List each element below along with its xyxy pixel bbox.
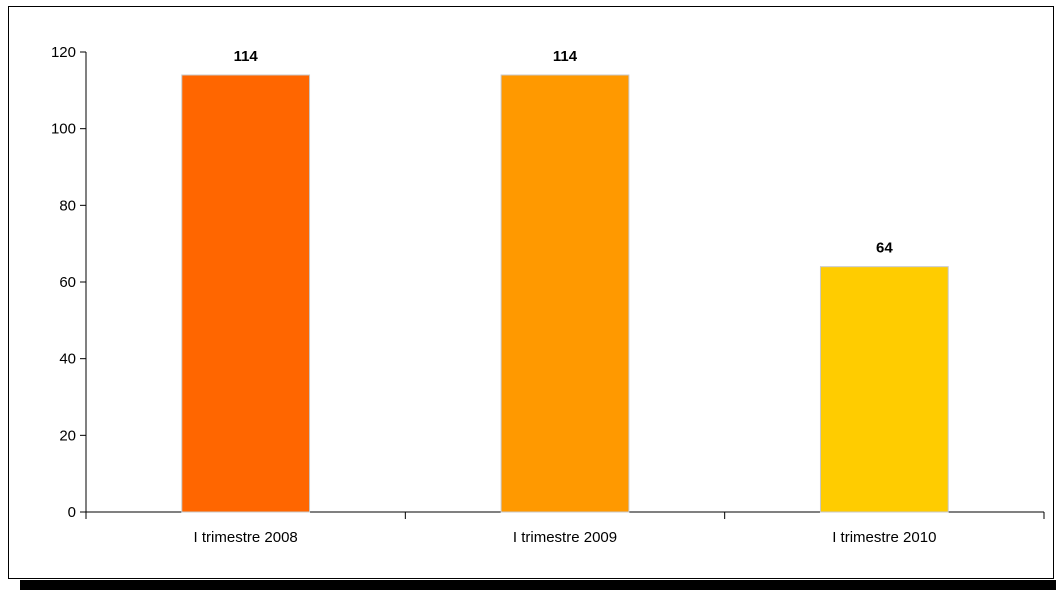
data-label: 114 xyxy=(553,48,578,65)
y-tick-label: 60 xyxy=(59,274,76,291)
bar xyxy=(819,266,949,513)
y-tick-label: 80 xyxy=(59,197,76,214)
bottom-shadow-bar xyxy=(20,580,1056,590)
y-tick-label: 120 xyxy=(51,44,76,61)
data-label: 64 xyxy=(876,240,893,257)
labels: 114 I trimestre 2008 114 I trimestre 2009 64… xyxy=(194,48,937,546)
bars xyxy=(181,74,949,513)
x-tick-label: I trimestre 2010 xyxy=(832,529,936,546)
x-tick-label: I trimestre 2009 xyxy=(513,529,617,546)
y-tick-label: 0 xyxy=(68,504,76,521)
data-label: 114 xyxy=(234,48,259,65)
bar xyxy=(181,74,311,513)
bar xyxy=(500,74,630,513)
y-tick-label: 40 xyxy=(59,351,76,368)
x-tick-label: I trimestre 2008 xyxy=(194,529,298,546)
y-tick-label: 100 xyxy=(51,121,76,138)
y-tick-label: 20 xyxy=(59,427,76,444)
